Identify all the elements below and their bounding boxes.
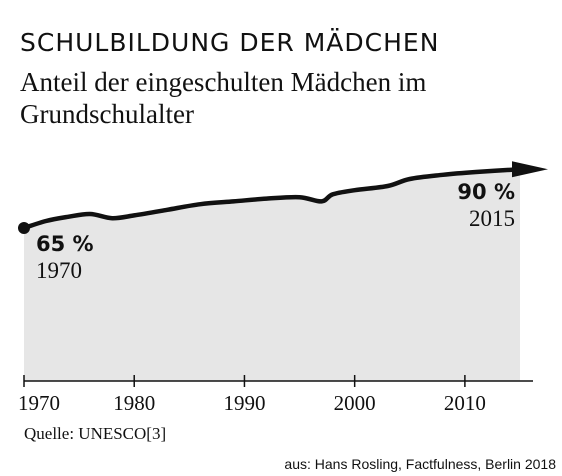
trend-arrowhead xyxy=(512,161,548,178)
start-point-marker xyxy=(18,222,30,234)
book-credit: aus: Hans Rosling, Factfulness, Berlin 2… xyxy=(284,456,556,472)
x-tick-label: 2000 xyxy=(334,391,376,415)
x-tick-label: 1980 xyxy=(113,391,155,415)
annotation-value: 90 % xyxy=(457,180,515,204)
annotation-value: 65 % xyxy=(36,232,94,256)
x-tick-label: 1990 xyxy=(223,391,265,415)
annotation-year: 1970 xyxy=(36,258,82,283)
x-tick-label: 1970 xyxy=(18,391,60,415)
chart-title: SCHULBILDUNG DER MÄDCHEN xyxy=(20,28,440,57)
data-line xyxy=(21,166,523,231)
chart-subtitle: Anteil der eingeschulten Mädchen im Grun… xyxy=(20,67,427,129)
area-fill xyxy=(24,169,520,381)
source-note: Quelle: UNESCO[3] xyxy=(24,424,167,443)
x-tick-label: 2010 xyxy=(444,391,486,415)
annotation-year: 2015 xyxy=(469,206,515,231)
